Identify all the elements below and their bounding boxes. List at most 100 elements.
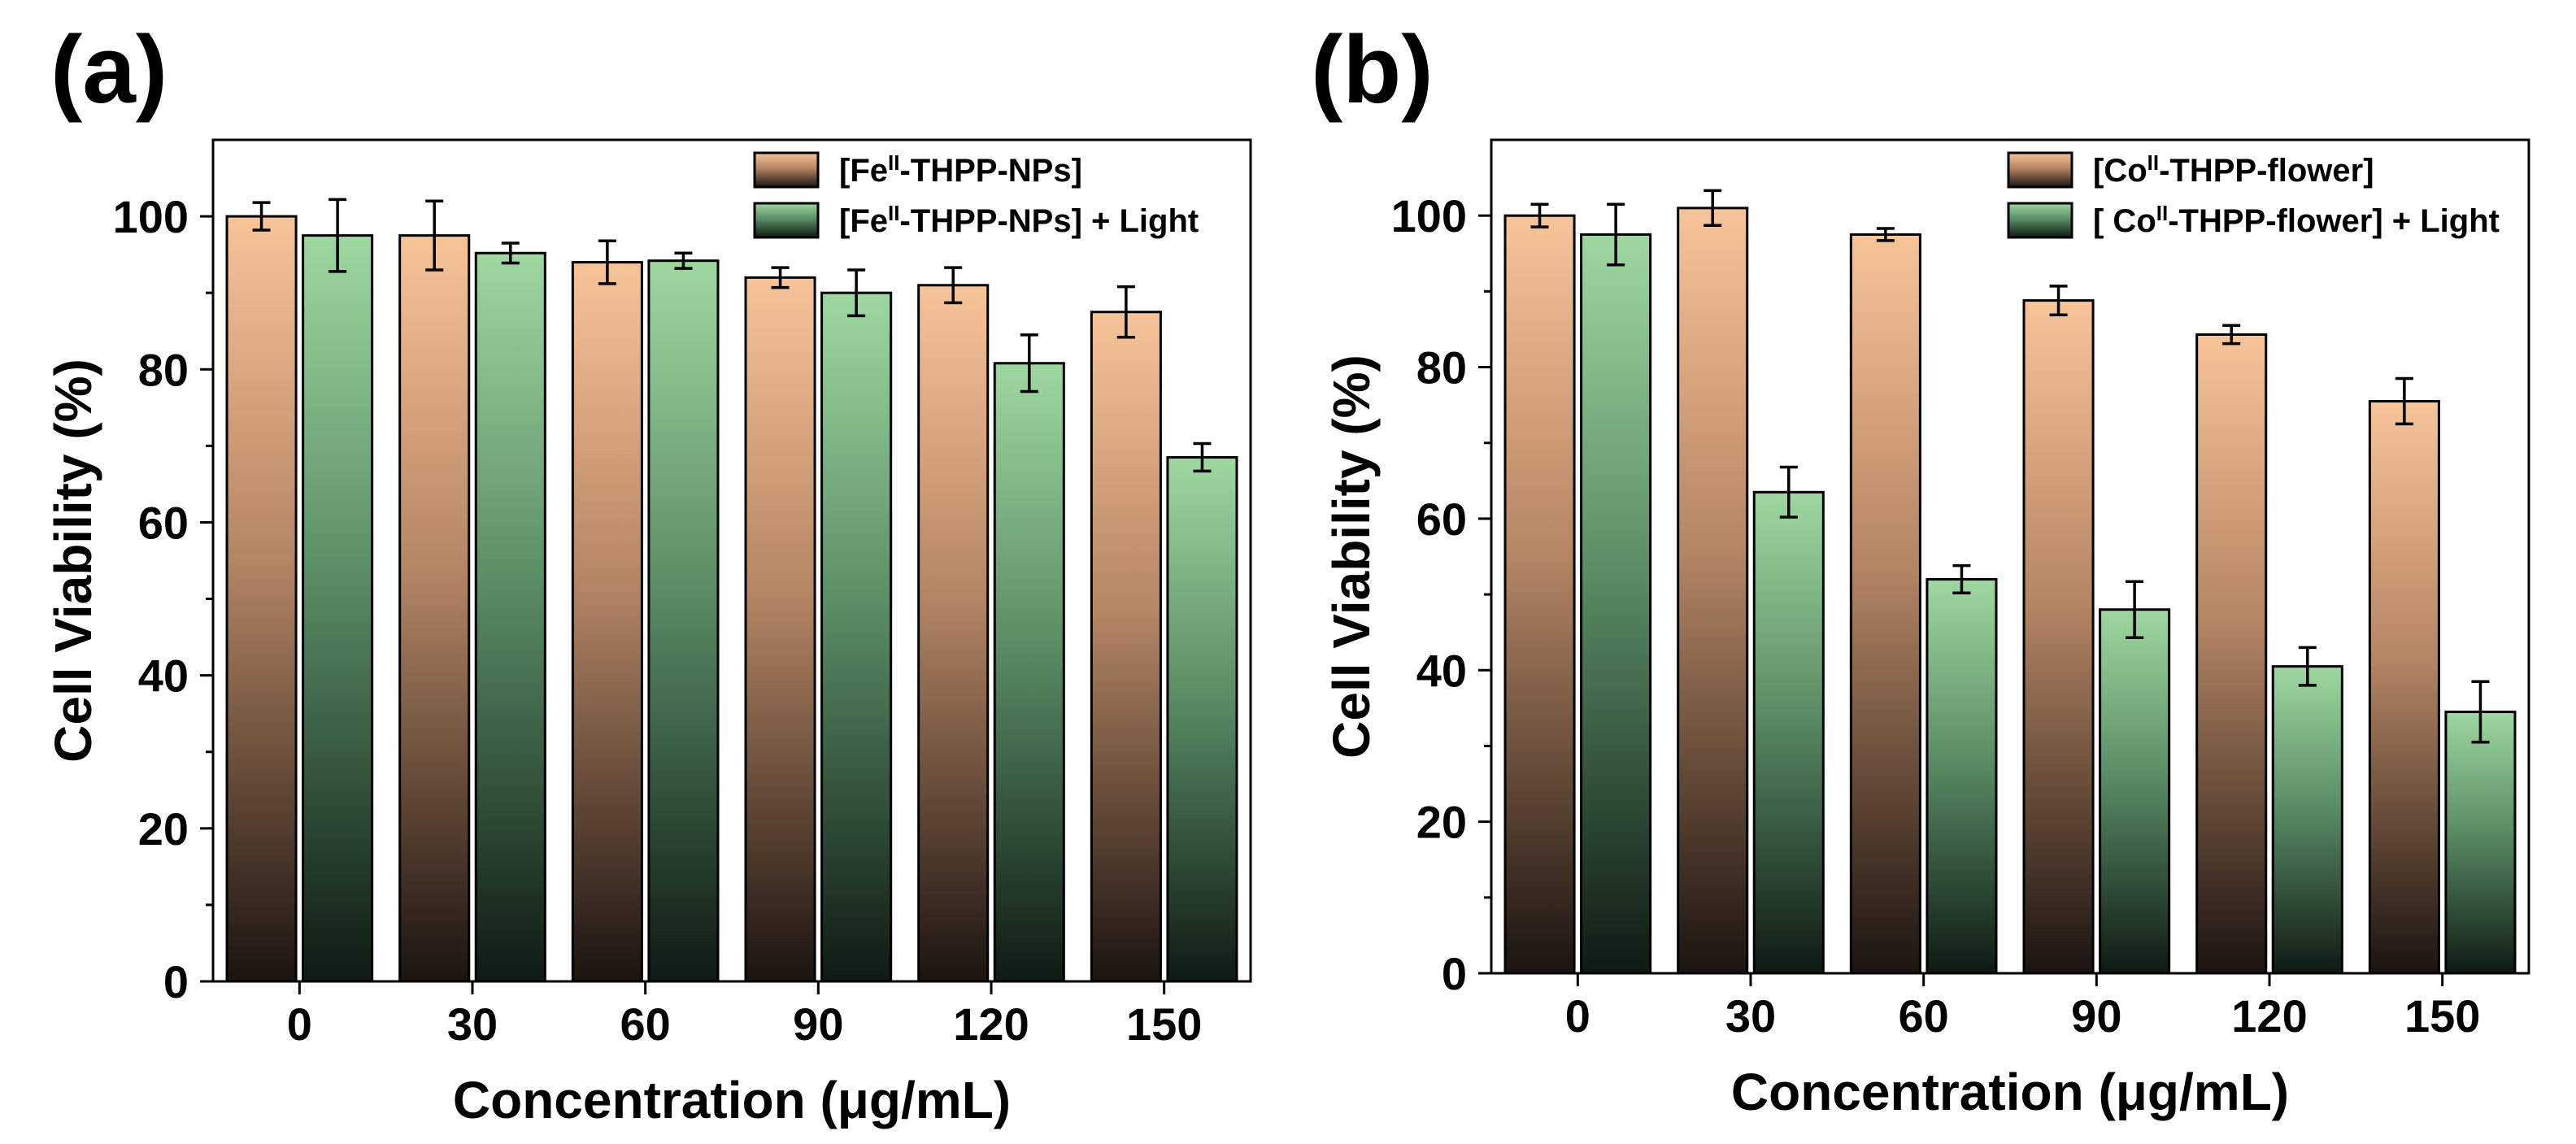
- bar-light-60: [1925, 577, 1998, 975]
- legend-text: [Co: [2093, 153, 2147, 189]
- legend-superscript: II: [888, 150, 899, 175]
- x-tick-label: 30: [1725, 990, 1776, 1042]
- bar-dark-30: [1677, 207, 1749, 975]
- legend-text: -THPP-flower]: [2159, 153, 2374, 189]
- y-tick-label: 80: [1416, 342, 1467, 394]
- legend-entry-2: [FeII-THPP-NPs] + Light: [839, 201, 1199, 239]
- y-tick-label: 60: [1416, 494, 1467, 545]
- x-tick-label: 150: [2404, 990, 2480, 1042]
- error-bar-1-90: [771, 266, 790, 289]
- legend-swatch-2: [2007, 202, 2073, 239]
- x-tick-label: 0: [1565, 990, 1590, 1042]
- error-bar-2-60: [674, 251, 693, 270]
- legend-superscript: II: [2147, 150, 2159, 175]
- error-bar-1-60: [598, 239, 616, 285]
- x-tick-label: 90: [793, 998, 843, 1050]
- bar-light-150: [2444, 711, 2517, 975]
- bar-light-120: [2271, 665, 2343, 975]
- error-bar-2-150: [1193, 442, 1212, 473]
- error-bar-2-30: [1779, 465, 1798, 519]
- y-tick-label: 0: [163, 956, 189, 1007]
- error-bar-2-60: [1952, 563, 1971, 594]
- error-bar-1-30: [425, 199, 444, 272]
- x-tick-label: 150: [1126, 998, 1202, 1050]
- bar-dark-120: [917, 284, 990, 983]
- y-tick-label: 20: [138, 803, 189, 855]
- bar-dark-150: [2368, 399, 2440, 975]
- bar-light-120: [993, 362, 1065, 983]
- bar-light-0: [1580, 233, 1652, 975]
- bar-light-30: [1752, 490, 1825, 975]
- error-bar-2-90: [2126, 580, 2144, 639]
- error-bar-2-30: [501, 241, 520, 265]
- y-tick-label: 80: [138, 344, 189, 395]
- panel-label: (b): [1311, 16, 1434, 124]
- error-bar-1-0: [1530, 202, 1549, 228]
- x-tick-label: 90: [2071, 990, 2121, 1042]
- legend-text: -THPP-NPs] + Light: [899, 203, 1199, 239]
- chart-panel-1: (a) 0 20 40 60 80 100 0 30 60 90 120 150 Concentratio…: [44, 16, 1252, 1129]
- bar-dark-120: [2195, 333, 2268, 975]
- x-tick-label: 60: [1899, 990, 1949, 1042]
- bar-dark-30: [398, 234, 471, 983]
- x-tick-label: 120: [2231, 990, 2307, 1042]
- y-tick-label: 100: [1391, 190, 1467, 241]
- bar-dark-150: [1090, 311, 1162, 983]
- legend-swatch-1: [2007, 151, 2073, 189]
- x-tick-label: 0: [287, 998, 312, 1050]
- bar-light-60: [647, 259, 720, 983]
- error-bar-2-90: [847, 268, 866, 318]
- error-bar-2-0: [329, 198, 347, 273]
- bar-dark-90: [2022, 299, 2095, 975]
- legend-entry-2: [ CoII-THPP-flower] + Light: [2093, 201, 2500, 239]
- bar-dark-90: [744, 276, 816, 983]
- y-tick-label: 40: [1416, 645, 1467, 696]
- bar-dark-60: [1849, 233, 1921, 975]
- x-tick-label: 120: [953, 998, 1029, 1050]
- chart-panel-2: (b) 0 20 40 60 80 100 0 30 60 90 120 150 Concentratio…: [1311, 16, 2530, 1121]
- legend-text: [Fe: [839, 203, 888, 239]
- bar-light-150: [1166, 455, 1238, 983]
- y-tick-label: 20: [1416, 797, 1467, 848]
- legend-text: -THPP-NPs]: [899, 153, 1081, 189]
- bar-dark-0: [225, 215, 298, 983]
- plot-frame: [211, 138, 1252, 983]
- legend-superscript: II: [2156, 201, 2168, 225]
- error-bar-1-90: [2049, 285, 2068, 316]
- y-tick-label: 60: [138, 497, 189, 548]
- error-bar-1-120: [2222, 324, 2241, 346]
- plot-frame: [1490, 138, 2530, 975]
- y-tick-label: 40: [138, 650, 189, 702]
- y-axis-title: Cell Viability (%): [1322, 355, 1381, 759]
- legend-superscript: II: [888, 201, 899, 225]
- x-tick-label: 60: [620, 998, 671, 1050]
- legend-swatch-2: [753, 202, 820, 239]
- bar-dark-0: [1503, 214, 1576, 975]
- error-bar-1-150: [2395, 376, 2413, 426]
- y-tick-label: 0: [1442, 948, 1467, 999]
- error-bar-2-120: [2298, 646, 2317, 687]
- x-axis-title: Concentration (μg/mL): [1731, 1063, 2289, 1121]
- bar-light-90: [2099, 608, 2171, 975]
- y-tick-label: 100: [113, 191, 189, 242]
- x-axis-title: Concentration (μg/mL): [453, 1071, 1011, 1129]
- legend-swatch-1: [753, 151, 820, 189]
- error-bar-1-120: [944, 266, 963, 305]
- legend-text: [ Co: [2093, 203, 2156, 239]
- bar-light-30: [474, 251, 546, 983]
- error-bar-2-120: [1020, 333, 1038, 394]
- error-bar-1-0: [252, 201, 271, 232]
- panel-label: (a): [50, 16, 168, 124]
- error-bar-1-60: [1876, 227, 1895, 242]
- legend-text: -THPP-flower] + Light: [2168, 203, 2500, 239]
- error-bar-2-0: [1607, 202, 1625, 267]
- bar-light-90: [820, 291, 893, 983]
- legend-text: [Fe: [839, 153, 888, 189]
- bar-dark-60: [571, 261, 643, 983]
- x-tick-label: 30: [447, 998, 498, 1050]
- legend-entry-1: [CoII-THPP-flower]: [2093, 150, 2374, 189]
- error-bar-1-150: [1116, 285, 1135, 339]
- bar-light-0: [302, 234, 374, 983]
- legend-entry-1: [FeII-THPP-NPs]: [839, 150, 1082, 189]
